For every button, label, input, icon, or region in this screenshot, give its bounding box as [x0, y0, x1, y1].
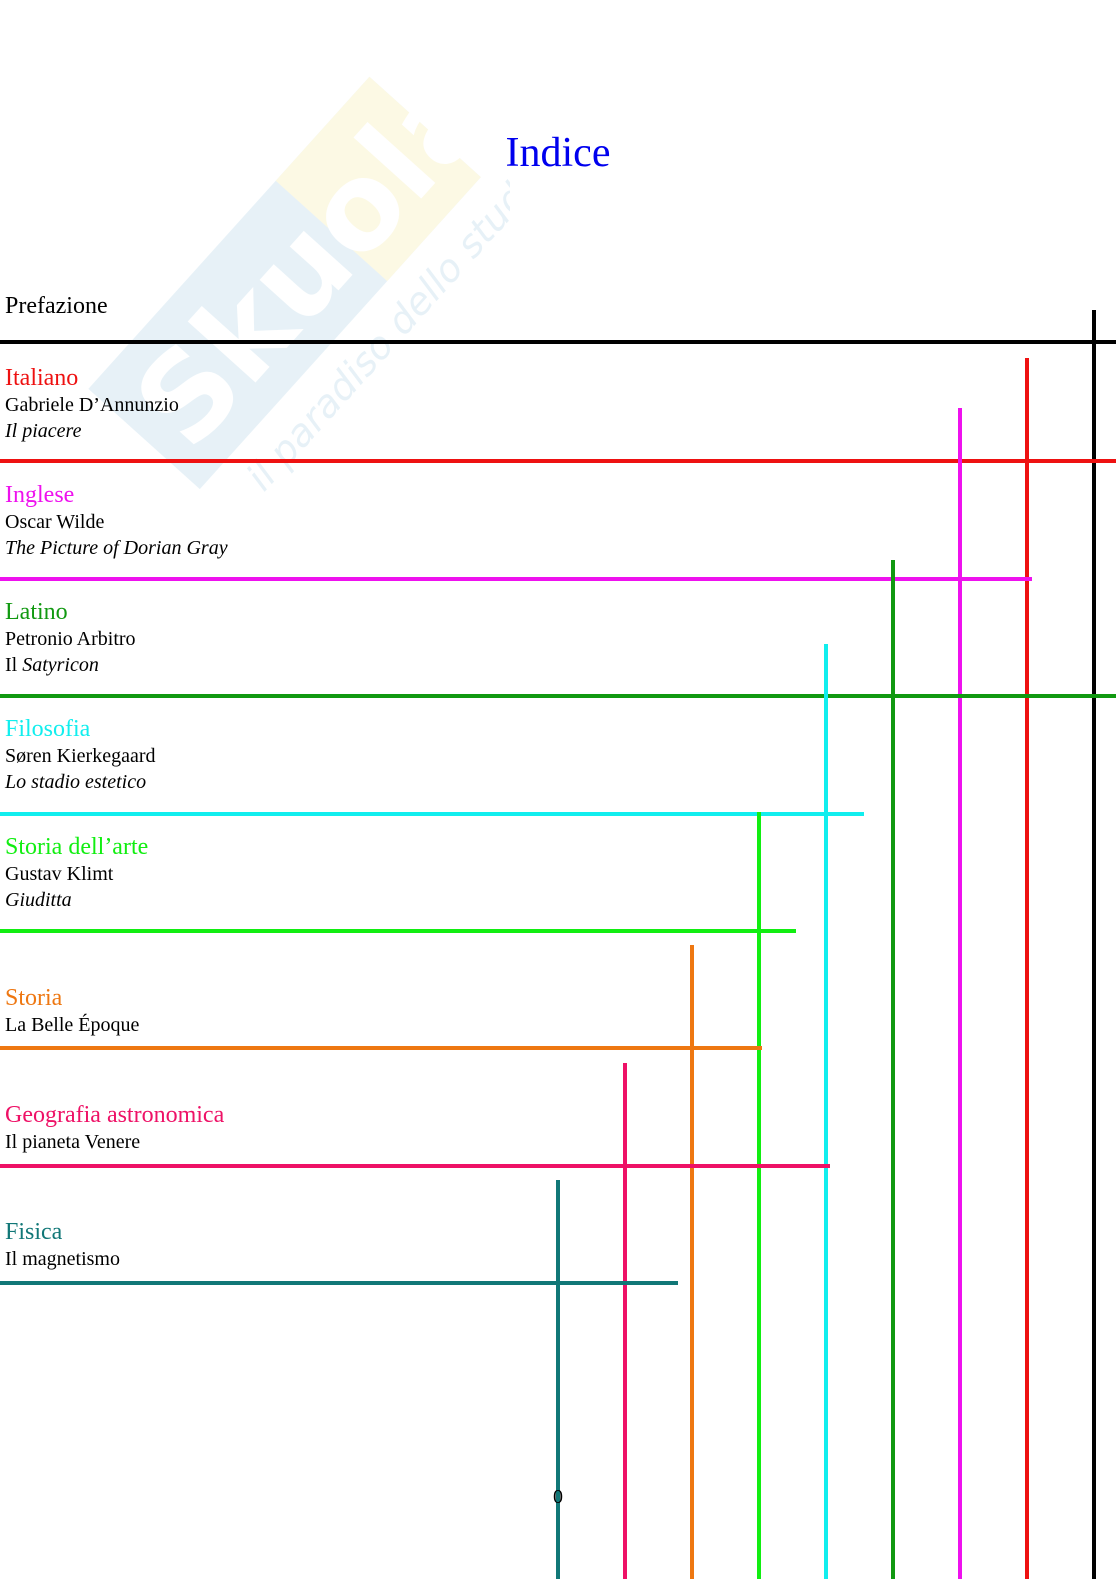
section-work: Giuditta [5, 889, 72, 911]
section-storia-arte: Storia dell’arte Gustav Klimt Giuditta [5, 833, 148, 913]
section-subject: Geografia astronomica [5, 1102, 225, 1128]
section-fisica: Fisica Il magnetismo [5, 1218, 120, 1272]
section-italiano: Italiano Gabriele D’Annunzio Il piacere [5, 364, 179, 444]
italiano-hline [0, 459, 1116, 463]
preface-entry: Prefazione [5, 292, 108, 320]
italiano-vline [1025, 358, 1029, 1579]
section-subject: Italiano [5, 365, 79, 391]
storia-arte-vline [757, 812, 761, 1579]
section-author: Søren Kierkegaard [5, 745, 156, 767]
page-number: 0 [553, 1486, 563, 1508]
latino-hline [0, 694, 1116, 698]
skuola-watermark: Skuola.net il paradiso dello studente [88, 40, 510, 499]
section-subject: Latino [5, 599, 68, 625]
section-filosofia: Filosofia Søren Kierkegaard Lo stadio es… [5, 715, 156, 795]
preface-hline [0, 340, 1116, 344]
section-work: Lo stadio estetico [5, 771, 147, 793]
filosofia-hline [0, 812, 864, 816]
section-work: The Picture of Dorian Gray [5, 537, 228, 559]
section-storia: Storia La Belle Époque [5, 984, 139, 1038]
section-geografia: Geografia astronomica Il pianeta Venere [5, 1101, 224, 1155]
geografia-vline [623, 1063, 627, 1579]
section-subject: Filosofia [5, 716, 91, 742]
storia-arte-hline [0, 929, 796, 933]
section-subject: Storia [5, 985, 63, 1011]
preface-label: Prefazione [5, 293, 108, 319]
latino-vline [891, 560, 895, 1579]
preface-vline [1092, 310, 1096, 1579]
section-subject: Fisica [5, 1219, 63, 1245]
section-topic: Il magnetismo [5, 1248, 120, 1270]
fisica-hline [0, 1281, 678, 1285]
section-author: Gustav Klimt [5, 863, 114, 885]
work-prefix: Il [5, 654, 23, 676]
storia-hline [0, 1046, 762, 1050]
geografia-hline [0, 1164, 830, 1168]
watermark-accent [275, 76, 481, 282]
section-topic: La Belle Époque [5, 1014, 140, 1036]
section-latino: Latino Petronio Arbitro Il Satyricon [5, 598, 136, 678]
section-work: Il piacere [5, 420, 82, 442]
inglese-vline [958, 408, 962, 1579]
section-author: Gabriele D’Annunzio [5, 394, 179, 416]
section-author: Petronio Arbitro [5, 628, 136, 650]
filosofia-vline [824, 644, 828, 1579]
section-subject: Inglese [5, 482, 75, 508]
fisica-vline [556, 1180, 560, 1579]
section-author: Oscar Wilde [5, 511, 105, 533]
section-inglese: Inglese Oscar Wilde The Picture of Doria… [5, 481, 228, 561]
section-work: Il Satyricon [5, 652, 136, 678]
work-title: Satyricon [22, 654, 99, 676]
section-subject: Storia dell’arte [5, 834, 149, 860]
page-title: Indice [505, 130, 611, 176]
inglese-hline [0, 577, 1032, 581]
section-topic: Il pianeta Venere [5, 1131, 141, 1153]
storia-vline [690, 945, 694, 1579]
